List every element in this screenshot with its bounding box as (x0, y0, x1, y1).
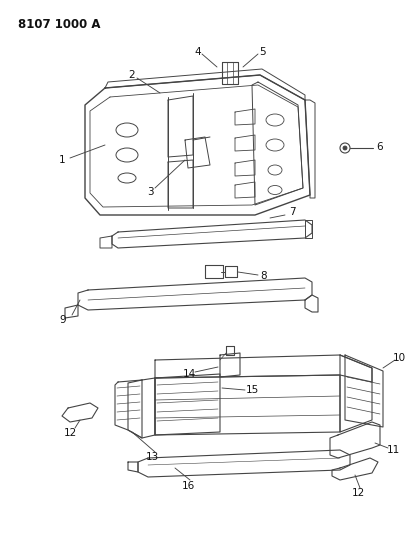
Text: 8: 8 (261, 271, 267, 281)
Text: 8107 1000 A: 8107 1000 A (18, 18, 101, 31)
Text: 9: 9 (60, 315, 66, 325)
Text: 15: 15 (245, 385, 259, 395)
Text: 12: 12 (63, 428, 76, 438)
Text: 11: 11 (386, 445, 399, 455)
Text: 10: 10 (393, 353, 406, 363)
Text: 7: 7 (289, 207, 296, 217)
Ellipse shape (343, 146, 347, 150)
Text: 1: 1 (59, 155, 65, 165)
Text: 6: 6 (377, 142, 383, 152)
Text: 5: 5 (259, 47, 266, 57)
Text: 3: 3 (147, 187, 153, 197)
Text: 4: 4 (195, 47, 201, 57)
Text: 2: 2 (129, 70, 135, 80)
Text: 13: 13 (145, 452, 159, 462)
Text: 12: 12 (351, 488, 365, 498)
Text: 14: 14 (182, 369, 196, 379)
Text: 16: 16 (181, 481, 195, 491)
